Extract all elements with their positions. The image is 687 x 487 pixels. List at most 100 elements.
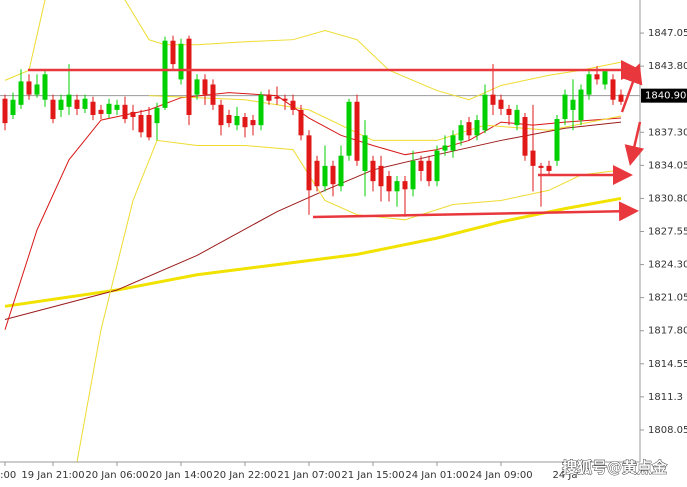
y-tick-label: 1837.30: [648, 127, 687, 138]
candle-body: [58, 99, 64, 110]
y-tick-label: 1811.3: [648, 392, 683, 403]
candle-body: [242, 117, 248, 128]
candle-body: [98, 109, 104, 114]
candle-body: [378, 165, 384, 187]
candle-body: [50, 99, 56, 120]
x-tick-label: 24 Jan 01:00: [405, 470, 468, 481]
candle-body: [82, 98, 88, 109]
x-tick-label: 19 Jan 21:00: [21, 470, 84, 481]
candle-body: [258, 94, 264, 126]
candle-body: [362, 135, 368, 171]
candle-body: [618, 94, 624, 102]
candle-body: [354, 101, 360, 161]
candle-body: [578, 89, 584, 121]
indicator-line: [4, 92, 622, 330]
y-tick-label: 1808.05: [648, 425, 687, 436]
candle-body: [2, 98, 8, 124]
annotations: [28, 60, 645, 222]
candle-body: [210, 84, 216, 105]
candle-body: [474, 120, 480, 136]
y-tick-label: 1827.55: [648, 227, 687, 238]
candle-body: [130, 111, 136, 118]
y-tick-label: 1843.80: [648, 61, 687, 72]
candle-body: [506, 108, 512, 115]
candle-body: [34, 84, 40, 95]
x-tick-label: 20 Jan 06:00: [85, 470, 148, 481]
candle-body: [602, 71, 608, 85]
candle-body: [434, 150, 440, 182]
candle-body: [74, 99, 80, 109]
down-arrow: [624, 121, 645, 166]
candle-body: [554, 119, 560, 161]
candle-body: [42, 74, 48, 100]
candle-body: [346, 101, 352, 156]
candle-body: [386, 176, 392, 192]
candle-body: [466, 122, 472, 136]
candle-body: [138, 114, 144, 133]
candle-body: [18, 81, 24, 105]
x-tick-label: 21 Jan 15:00: [341, 470, 404, 481]
candle-body: [162, 40, 168, 108]
candle-body: [570, 99, 576, 110]
candle-body: [394, 181, 400, 192]
candle-body: [450, 135, 456, 151]
y-tick-label: 1830.80: [648, 193, 687, 204]
plot-area: [0, 0, 640, 462]
candle-body: [322, 165, 328, 187]
candle-body: [250, 120, 256, 126]
candle-body: [522, 117, 528, 156]
x-tick-label: 20 Jan 14:00: [149, 470, 212, 481]
candle-body: [306, 135, 312, 191]
y-tick-label: 1847.05: [648, 28, 687, 39]
indicator-line: [124, 0, 622, 101]
y-tick-label: 1817.80: [648, 326, 687, 337]
price-box: [641, 88, 687, 103]
candle-body: [146, 114, 152, 138]
candle-body: [178, 43, 184, 80]
candle-body: [338, 155, 344, 187]
candle-body: [186, 38, 192, 115]
candle-body: [122, 104, 128, 120]
indicator-line: [4, 0, 46, 81]
watermark: 搜狐号@黄点金: [562, 459, 668, 477]
support-arrow: [312, 201, 639, 222]
candle-body: [370, 160, 376, 182]
candle-body: [490, 94, 496, 105]
candle-body: [10, 99, 16, 115]
candle-body: [586, 74, 592, 95]
candle-body: [410, 160, 416, 190]
y-tick-label: 1821.05: [648, 293, 687, 304]
x-tick-label: 24 Ja: [553, 470, 578, 481]
candle-body: [218, 104, 224, 126]
candle-body: [498, 99, 504, 109]
candle-body: [610, 79, 616, 100]
candle-body: [402, 181, 408, 190]
candle-body: [418, 160, 424, 171]
y-tick-label: 1834.05: [648, 160, 687, 171]
x-tick-label: 20 Jan 22:00: [213, 470, 276, 481]
candle-body: [90, 101, 96, 115]
candle-body: [290, 100, 296, 110]
candle-body: [546, 165, 552, 171]
candle-body: [562, 94, 568, 120]
candle-body: [106, 103, 112, 114]
x-tick-label: 24 Jan 09:00: [469, 470, 532, 481]
candle-body: [66, 94, 72, 107]
candle-body: [314, 160, 320, 187]
candle-body: [274, 96, 280, 99]
candle-body: [514, 109, 520, 126]
candle-body: [482, 94, 488, 131]
up-arrow: [620, 63, 643, 113]
candle-body: [298, 109, 304, 136]
candle-body: [426, 160, 432, 182]
indicator-line: [4, 196, 622, 308]
candle-body: [442, 145, 448, 151]
candle-body: [458, 125, 464, 141]
y-tick-label: 1814.55: [648, 359, 687, 370]
candle-body: [170, 40, 176, 65]
candle-body: [234, 116, 240, 126]
candle-body: [530, 150, 536, 166]
candle-body: [226, 114, 232, 124]
candle-body: [26, 81, 32, 95]
